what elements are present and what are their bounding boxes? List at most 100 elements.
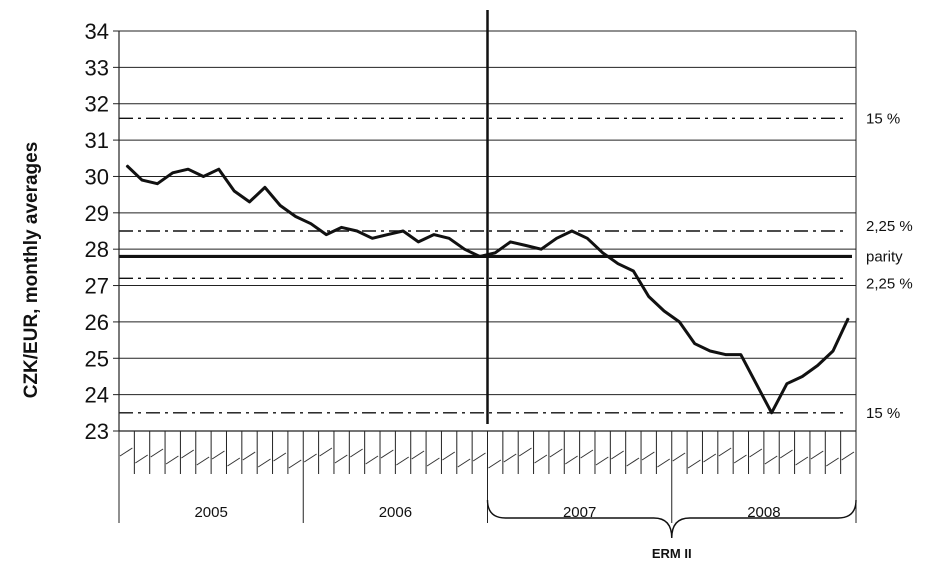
data-point xyxy=(264,186,266,188)
y-tick-label: 26 xyxy=(85,310,109,335)
month-hatch xyxy=(703,453,717,463)
x-axis-month-ticks xyxy=(118,431,857,523)
month-hatch xyxy=(181,449,195,459)
month-hatch xyxy=(672,452,686,462)
data-point xyxy=(402,230,404,232)
data-point xyxy=(817,365,819,366)
month-hatch xyxy=(334,454,348,464)
data-point xyxy=(617,263,619,265)
y-tick-label: 28 xyxy=(85,237,109,262)
y-tick-label: 29 xyxy=(85,201,109,226)
y-tick-label: 27 xyxy=(85,274,109,299)
month-hatch xyxy=(165,455,179,465)
data-point xyxy=(387,234,389,236)
data-point xyxy=(740,354,742,356)
month-hatch xyxy=(826,457,839,467)
month-hatch xyxy=(733,454,747,464)
month-hatch xyxy=(365,455,379,465)
month-hatch xyxy=(595,456,609,466)
data-point xyxy=(632,270,634,272)
y-tick-label: 24 xyxy=(85,383,109,408)
month-hatch xyxy=(472,452,486,462)
month-hatch xyxy=(288,459,302,469)
data-point xyxy=(249,201,250,203)
data-point xyxy=(233,190,235,192)
data-point xyxy=(464,248,465,250)
erm-brace: ERM II xyxy=(486,499,857,561)
data-point xyxy=(663,310,665,312)
y-tick-labels: 23 24 25 26 27 28 29 30 31 32 33 34 xyxy=(85,19,109,444)
month-hatch xyxy=(564,455,578,465)
axes xyxy=(118,10,857,432)
data-point xyxy=(755,383,757,385)
band-label: 15 % xyxy=(866,405,900,422)
erm-brace-path xyxy=(486,499,857,539)
data-point xyxy=(202,176,204,177)
data-point xyxy=(156,183,158,185)
month-hatch xyxy=(795,456,809,466)
band-label: 2,25 % xyxy=(866,218,913,235)
data-point xyxy=(341,226,343,228)
data-point xyxy=(694,343,696,345)
month-hatch xyxy=(396,456,410,466)
month-hatch xyxy=(242,451,256,461)
month-hatch xyxy=(503,453,517,463)
data-point xyxy=(540,248,542,250)
month-hatch xyxy=(196,456,210,466)
data-point xyxy=(448,237,450,239)
month-hatch xyxy=(687,459,701,469)
year-label: 2005 xyxy=(194,504,227,521)
y-tick-label: 25 xyxy=(85,346,109,371)
data-point xyxy=(417,241,419,243)
y-tick-label: 30 xyxy=(85,164,109,189)
data-point xyxy=(556,237,558,239)
month-hatch xyxy=(350,448,363,458)
month-hatch xyxy=(257,458,271,468)
month-hatch xyxy=(119,447,133,457)
month-hatch xyxy=(657,458,671,468)
data-point xyxy=(494,252,496,254)
year-label: 2006 xyxy=(379,504,412,521)
data-point xyxy=(602,252,604,254)
month-hatch xyxy=(534,454,548,464)
data-point xyxy=(356,230,358,232)
data-point xyxy=(525,245,527,246)
data-point xyxy=(172,172,174,174)
data-point xyxy=(279,205,281,206)
month-hatch xyxy=(488,459,502,469)
month-hatch xyxy=(150,448,164,458)
data-point xyxy=(832,350,834,352)
y-axis-title: CZK/EUR, monthly averages xyxy=(21,142,42,399)
month-hatch xyxy=(626,457,640,467)
band-label: 15 % xyxy=(866,110,900,127)
data-point xyxy=(571,230,573,232)
month-hatch xyxy=(518,447,532,457)
data-point xyxy=(586,237,588,239)
data-point xyxy=(325,234,327,236)
month-hatch xyxy=(135,454,148,464)
data-point xyxy=(187,168,189,170)
data-point xyxy=(725,354,726,356)
y-tick-label: 33 xyxy=(85,55,109,80)
month-hatch xyxy=(779,449,793,459)
month-hatch xyxy=(303,453,317,463)
band-lines: 15 % 2,25 % 2,25 % 15 % xyxy=(119,110,913,422)
data-point xyxy=(786,383,788,385)
month-hatch xyxy=(718,447,732,457)
parity-label: parity xyxy=(866,248,903,265)
data-point xyxy=(218,168,220,170)
data-point xyxy=(771,412,773,414)
year-labels: 2005 2006 2007 2008 xyxy=(194,504,780,521)
month-hatch xyxy=(380,449,394,459)
month-hatch xyxy=(442,451,456,461)
data-point xyxy=(295,216,297,217)
month-hatch xyxy=(580,449,594,459)
data-point xyxy=(709,350,711,352)
data-point xyxy=(510,241,511,243)
data-point xyxy=(648,296,650,297)
y-tick-label: 23 xyxy=(85,419,109,444)
month-hatch xyxy=(549,448,563,458)
month-hatch xyxy=(841,451,855,461)
month-hatch xyxy=(273,452,287,462)
